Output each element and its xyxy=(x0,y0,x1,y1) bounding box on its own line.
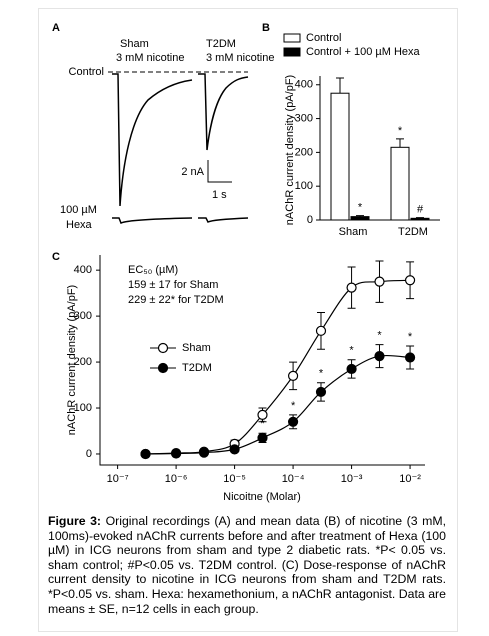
data-point xyxy=(171,448,182,459)
significance-marker: * xyxy=(358,202,363,214)
significance-marker: # xyxy=(417,204,424,216)
data-point xyxy=(346,282,357,293)
annotation: 159 ± 17 for Sham xyxy=(128,279,218,291)
y-axis-label: nAChR current density (pA/pF) xyxy=(66,285,78,435)
figure: A Sham T2DM 3 mM nicotine 3 mM nicotine … xyxy=(52,22,440,503)
caption: Figure 3: Original recordings (A) and me… xyxy=(48,514,446,616)
significance-marker: * xyxy=(291,400,296,412)
significance-marker: * xyxy=(260,418,265,430)
legend-label: T2DM xyxy=(182,362,212,374)
y-tick-label: 400 xyxy=(295,79,313,91)
trace xyxy=(198,217,249,224)
figure-frame xyxy=(38,8,458,632)
group-label: Sham xyxy=(120,38,149,50)
legend-marker xyxy=(157,362,169,374)
data-point xyxy=(374,350,385,362)
significance-marker: * xyxy=(319,368,324,380)
scale-label: 2 nA xyxy=(181,166,204,178)
data-point xyxy=(315,325,327,336)
legend-label: Sham xyxy=(182,342,211,354)
caption-text: Original recordings (A) and mean data (B… xyxy=(48,514,446,616)
scale-bar xyxy=(207,160,232,183)
x-tick-label: 10⁻⁵ xyxy=(223,473,246,485)
bar xyxy=(410,217,430,221)
stimulus-label: 3 mM nicotine xyxy=(206,52,274,64)
data-point xyxy=(346,363,357,375)
panel-label: C xyxy=(52,251,60,263)
group-label: T2DM xyxy=(206,38,236,50)
legend-label: Control xyxy=(306,32,341,44)
annotation: 229 ± 22* for T2DM xyxy=(128,294,224,306)
y-tick-label: 200 xyxy=(295,146,313,158)
caption-label: Figure 3: xyxy=(48,514,102,528)
data-point xyxy=(315,386,327,398)
legend-label: Control + 100 µM Hexa xyxy=(306,46,421,58)
bar xyxy=(350,216,370,221)
data-point xyxy=(140,448,151,460)
data-point xyxy=(374,276,385,287)
y-tick-label: 0 xyxy=(307,214,313,226)
significance-marker: * xyxy=(398,125,403,137)
data-point xyxy=(404,275,416,286)
significance-marker: * xyxy=(408,331,413,343)
data-point xyxy=(229,444,240,455)
data-point xyxy=(257,409,268,421)
legend-swatch xyxy=(283,47,301,57)
fit-curve xyxy=(145,354,411,455)
data-point xyxy=(287,416,299,427)
x-tick-label: 10⁻⁶ xyxy=(165,473,188,485)
trace xyxy=(112,217,193,224)
error-bar xyxy=(336,77,344,94)
y-tick-label: 400 xyxy=(74,264,92,276)
x-tick-label: Sham xyxy=(339,226,368,238)
legend-marker xyxy=(157,342,169,354)
y-tick-label: 100 xyxy=(74,402,92,414)
data-point xyxy=(257,432,268,443)
data-point xyxy=(287,370,299,381)
x-tick-label: 10⁻⁴ xyxy=(282,473,305,485)
significance-marker: * xyxy=(377,330,382,342)
stimulus-label: 3 mM nicotine xyxy=(116,52,184,64)
bar xyxy=(330,92,350,221)
trace xyxy=(198,73,249,151)
significance-marker: * xyxy=(349,345,354,357)
axes xyxy=(99,255,425,466)
y-tick-label: 100 xyxy=(295,180,313,192)
error-bar xyxy=(416,217,424,219)
error-bar xyxy=(356,215,364,217)
y-axis-label: nAChR current density (pA/pF) xyxy=(284,75,296,225)
x-tick-label: 10⁻³ xyxy=(341,473,363,485)
error-bar xyxy=(396,138,404,148)
data-point xyxy=(198,447,210,458)
annotation: EC₅₀ (µM) xyxy=(128,264,178,276)
scale-label: 1 s xyxy=(212,189,227,201)
panel-label: B xyxy=(262,22,270,34)
y-tick-label: 0 xyxy=(86,448,92,460)
x-axis-label: Nicoitne (Molar) xyxy=(223,491,301,503)
data-point xyxy=(404,352,416,363)
trace xyxy=(112,73,193,207)
legend-swatch xyxy=(283,33,301,43)
y-tick-label: 200 xyxy=(74,356,92,368)
panel-label: A xyxy=(52,22,60,34)
control-label: Control xyxy=(69,66,104,78)
hexa-label: Hexa xyxy=(66,219,93,231)
x-tick-label: 10⁻² xyxy=(399,473,421,485)
x-tick-label: T2DM xyxy=(398,226,428,238)
y-tick-label: 300 xyxy=(295,112,313,124)
x-tick-label: 10⁻⁷ xyxy=(107,473,129,485)
bar xyxy=(390,146,410,221)
y-tick-label: 300 xyxy=(74,310,92,322)
hexa-label: 100 µM xyxy=(60,204,97,216)
